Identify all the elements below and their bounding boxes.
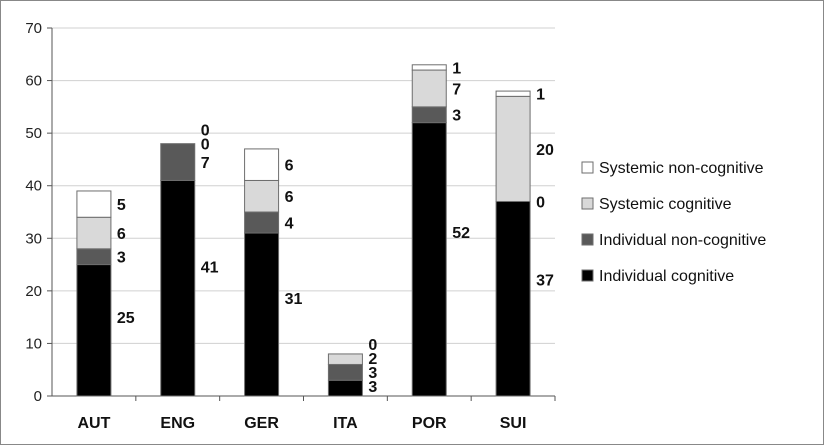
y-tick-label-70: 70 bbox=[25, 20, 42, 37]
bar-segment-AUT-2 bbox=[76, 216, 112, 250]
bar-segment-SUI-0 bbox=[495, 200, 531, 397]
bars bbox=[76, 64, 531, 397]
bar-segment-ENG-0 bbox=[160, 179, 196, 397]
data-label-GER-0: 31 bbox=[285, 291, 303, 308]
data-label-POR-1: 3 bbox=[452, 108, 461, 125]
data-label-GER-2: 6 bbox=[285, 189, 294, 206]
bar-segment-AUT-1 bbox=[76, 248, 112, 266]
data-label-AUT-2: 6 bbox=[117, 226, 126, 243]
y-tick-label-40: 40 bbox=[25, 178, 42, 195]
data-label-AUT-3: 5 bbox=[117, 197, 126, 214]
bar-segment-ITA-0 bbox=[327, 379, 363, 397]
x-tick-label-AUT: AUT bbox=[77, 415, 110, 432]
legend-label-2: Systemic cognitive bbox=[599, 196, 732, 213]
bar-segment-AUT-0 bbox=[76, 264, 112, 397]
legend-label-1: Individual non-cognitive bbox=[599, 232, 766, 249]
data-label-AUT-1: 3 bbox=[117, 250, 126, 267]
data-label-POR-2: 7 bbox=[452, 81, 461, 98]
data-label-ITA-2: 2 bbox=[368, 351, 377, 368]
data-label-SUI-1: 0 bbox=[536, 194, 545, 211]
data-label-ITA-1: 3 bbox=[368, 365, 377, 382]
bar-segment-ENG-1 bbox=[160, 143, 196, 181]
y-tick-label-60: 60 bbox=[25, 73, 42, 90]
legend-label-3: Systemic non-cognitive bbox=[599, 160, 764, 177]
x-tick-label-GER: GER bbox=[244, 415, 279, 432]
legend-label-0: Individual cognitive bbox=[599, 268, 734, 285]
legend: Systemic non-cognitive Systemic cognitive… bbox=[581, 160, 766, 285]
bar-segment-AUT-3 bbox=[76, 190, 112, 218]
y-tick-label-20: 20 bbox=[25, 283, 42, 300]
legend-swatch-2 bbox=[581, 197, 594, 210]
bar-segment-GER-2 bbox=[244, 179, 280, 213]
legend-swatch-1 bbox=[581, 233, 594, 246]
bar-segment-POR-3 bbox=[411, 64, 447, 71]
y-tick-label-10: 10 bbox=[25, 335, 42, 352]
data-label-AUT-0: 25 bbox=[117, 310, 135, 327]
bar-segment-GER-3 bbox=[244, 148, 280, 181]
y-tick-label-50: 50 bbox=[25, 125, 42, 142]
x-tick-label-SUI: SUI bbox=[500, 415, 527, 432]
data-label-ITA-0: 3 bbox=[368, 379, 377, 396]
data-label-ENG-1: 7 bbox=[201, 155, 210, 172]
data-label-SUI-0: 37 bbox=[536, 272, 554, 289]
data-label-ENG-0: 41 bbox=[201, 260, 219, 277]
data-label-ITA-3: 0 bbox=[368, 337, 377, 354]
gridlines bbox=[52, 27, 555, 344]
y-tick-label-0: 0 bbox=[34, 388, 42, 405]
data-label-GER-3: 6 bbox=[285, 158, 294, 175]
legend-swatch-0 bbox=[581, 269, 594, 282]
y-tick-label-30: 30 bbox=[25, 230, 42, 247]
legend-swatch-3 bbox=[581, 161, 594, 174]
bar-segment-SUI-2 bbox=[495, 95, 531, 202]
bar-segment-ITA-1 bbox=[327, 363, 363, 381]
data-label-POR-0: 52 bbox=[452, 225, 470, 242]
bar-segment-GER-1 bbox=[244, 211, 280, 234]
bar-segment-POR-0 bbox=[411, 122, 447, 397]
x-tick-label-ITA: ITA bbox=[333, 415, 358, 432]
data-label-SUI-3: 1 bbox=[536, 87, 545, 104]
data-label-ENG-3: 0 bbox=[201, 123, 210, 140]
x-tick-label-ENG: ENG bbox=[160, 415, 195, 432]
data-label-SUI-2: 20 bbox=[536, 142, 554, 159]
bar-segment-POR-2 bbox=[411, 69, 447, 108]
bar-segment-POR-1 bbox=[411, 106, 447, 124]
data-label-ENG-2: 0 bbox=[201, 137, 210, 154]
bar-segment-SUI-3 bbox=[495, 90, 531, 97]
data-label-POR-3: 1 bbox=[452, 60, 461, 77]
bar-segment-ITA-2 bbox=[327, 353, 363, 365]
data-label-GER-1: 4 bbox=[285, 216, 294, 233]
x-tick-label-POR: POR bbox=[412, 415, 447, 432]
bar-segment-GER-0 bbox=[244, 232, 280, 397]
